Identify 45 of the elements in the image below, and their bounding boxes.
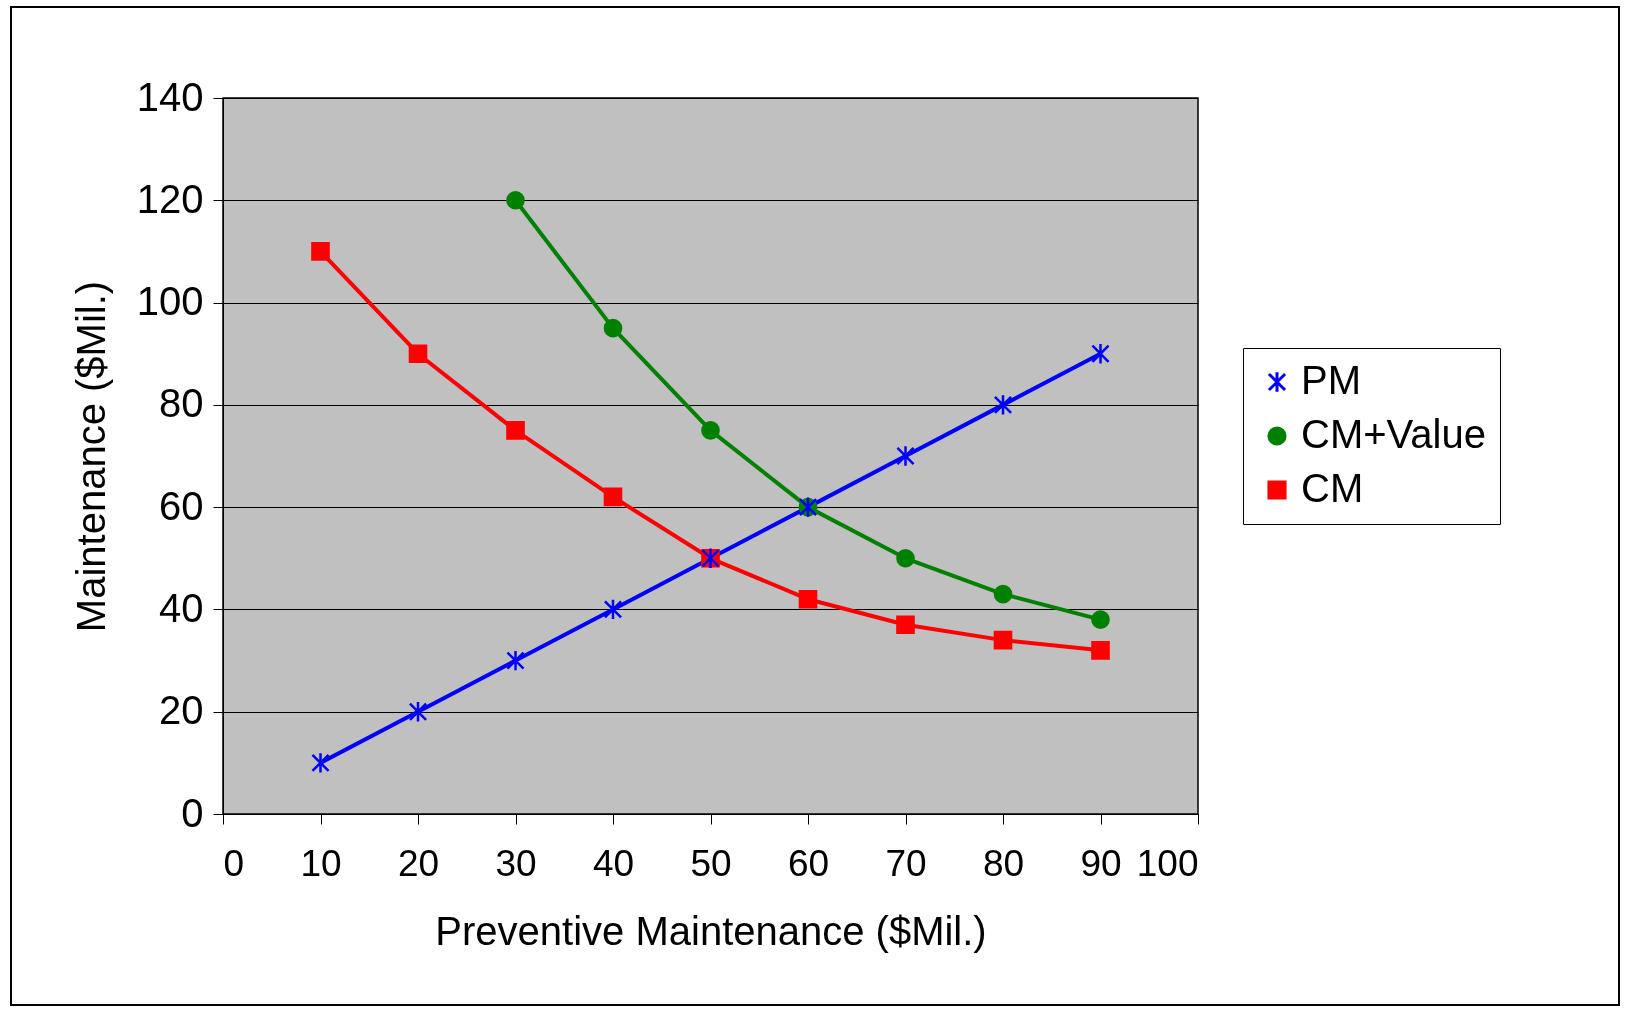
x-tick-label: 40	[592, 842, 635, 884]
point	[1091, 342, 1110, 365]
y-tick-label: 20	[159, 688, 204, 733]
point	[408, 344, 428, 364]
point	[1091, 641, 1110, 660]
point	[701, 421, 720, 440]
point	[603, 598, 623, 621]
x-tick-label: 20	[397, 842, 440, 884]
point	[896, 548, 915, 568]
x-tick-label: 50	[690, 842, 732, 884]
point	[896, 445, 915, 467]
point	[993, 584, 1013, 604]
point	[798, 589, 818, 609]
legend-label: CM	[1301, 466, 1364, 510]
x-tick-label: 30	[495, 842, 537, 884]
y-tick-label: 60	[159, 483, 204, 528]
legend-label: PM	[1301, 358, 1361, 402]
point	[408, 700, 428, 723]
x-tick-label: 80	[982, 842, 1025, 884]
y-tick-label: 100	[136, 279, 204, 324]
x-axis-title: Preventive Maintenance ($Mil.)	[435, 908, 987, 953]
point	[993, 393, 1013, 416]
y-tick-label: 120	[136, 176, 204, 221]
point	[506, 421, 525, 440]
point	[896, 615, 915, 635]
x-tick-label: 10	[300, 842, 342, 884]
point	[506, 190, 525, 210]
x-tick-label: 0	[223, 842, 245, 884]
y-tick-label: 140	[136, 74, 204, 119]
y-tick-label: 0	[181, 790, 204, 835]
x-tick-label: 70	[885, 842, 927, 884]
x-tick-label: 100	[1136, 842, 1199, 884]
point	[506, 649, 525, 672]
y-tick-label: 40	[159, 585, 204, 630]
point	[311, 242, 330, 261]
point	[1091, 610, 1110, 629]
point	[603, 487, 623, 507]
y-axis-title: Maintenance ($Mil.)	[68, 280, 113, 633]
x-tick-label: 90	[1080, 842, 1122, 884]
point	[311, 751, 330, 774]
point	[603, 318, 623, 338]
point	[993, 630, 1013, 650]
y-tick-label: 80	[159, 381, 204, 426]
legend-label: CM+Value	[1301, 412, 1486, 456]
x-tick-label: 60	[787, 842, 830, 884]
